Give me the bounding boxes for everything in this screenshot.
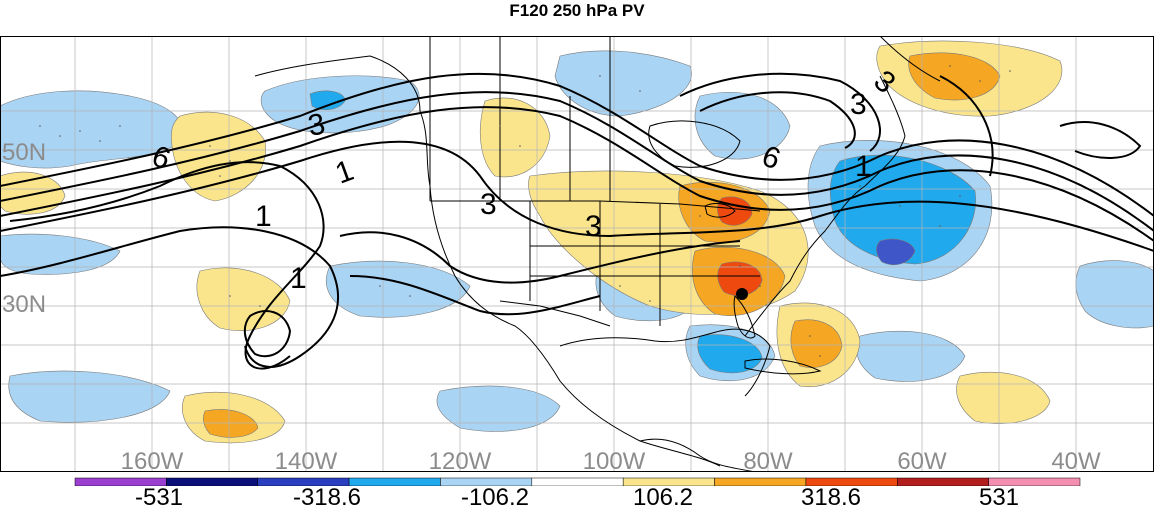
contour-6 (0, 226, 340, 368)
colorbar-cell (714, 477, 807, 486)
yellow-anomaly-west-canada (480, 97, 551, 178)
central-america (639, 438, 756, 472)
contour-7 (339, 231, 741, 284)
colorbar-label: -106.2 (460, 484, 530, 511)
blue-anomaly-atlantic-max (876, 238, 916, 265)
colorbar-cell (897, 477, 989, 486)
orange-anomaly-atlantic-trop (790, 319, 843, 368)
coastlines (254, 36, 941, 472)
contour-9 (679, 72, 881, 152)
lat-labels: 50N 30N (2, 139, 46, 318)
lon-label: 160W (121, 448, 184, 472)
lon-label: 40W (1051, 448, 1101, 472)
us-mexico-border (499, 300, 611, 327)
lon-label: 120W (429, 448, 492, 472)
map-title: F120 250 hPa PV (509, 1, 645, 20)
lon-labels: 160W 140W 120W 100W 80W 60W 40W (121, 448, 1101, 472)
contour-label: 3 (850, 88, 867, 121)
hudson-bay (648, 120, 741, 168)
pv-map: 6 3 1 1 1 3 3 6 3 3 1 50N 30N 160W 140W … (0, 36, 1154, 472)
contour-label: 1 (290, 262, 307, 295)
station-marker (736, 288, 748, 300)
contour-label: 3 (305, 107, 327, 142)
lon-label: 100W (583, 448, 646, 472)
stippling (39, 65, 1011, 357)
contour-label: 3 (585, 210, 602, 243)
coastline-west-us (454, 275, 721, 467)
lon-label: 80W (743, 448, 793, 472)
lat-label: 30N (2, 291, 46, 318)
blue-anomaly-caribbean (856, 330, 966, 382)
yellow-anomaly-pacific (170, 111, 266, 202)
colorbar-cell (531, 477, 624, 486)
shading-layer (0, 40, 1154, 444)
contour-12 (939, 75, 994, 177)
contour-11 (1059, 121, 1142, 159)
contour-8 (349, 275, 601, 316)
contour-5 (9, 161, 325, 370)
contour-10 (699, 91, 856, 149)
contour-label: 1 (855, 150, 872, 183)
colorbar-label: 106.2 (632, 484, 694, 511)
contour-label: 3 (480, 188, 497, 221)
contour-1 (0, 72, 1154, 217)
orange-anomaly-greenland (908, 52, 1001, 101)
cuba (744, 358, 822, 375)
lon-label: 60W (897, 448, 947, 472)
colorbar-label: 318.6 (800, 484, 862, 511)
coastline-gulf (559, 328, 771, 397)
greenland-coast (879, 36, 941, 82)
pv-contours (0, 72, 1154, 370)
great-lakes (704, 203, 736, 218)
colorbar-cell (988, 477, 1081, 486)
contour-4 (0, 140, 1154, 252)
colorbar-label: -318.6 (292, 484, 362, 511)
contour-3 (0, 106, 1154, 242)
colorbar-cell (348, 477, 441, 486)
florida (733, 295, 756, 339)
lon-label: 140W (275, 448, 338, 472)
colorbar-label: 531 (978, 484, 1020, 511)
blue-anomaly-far-east (1075, 260, 1154, 329)
colorbar (74, 477, 1081, 486)
coastline-alaska (254, 55, 456, 277)
yellow-anomaly-far-south (956, 371, 1051, 424)
contour-loop-west (243, 310, 292, 358)
contour-label: 1 (255, 200, 272, 233)
colorbar-label: -531 (134, 484, 184, 511)
coastline-east-us (744, 185, 866, 337)
lat-lon-grid (0, 36, 1154, 472)
blue-anomaly-atlantic-core (829, 154, 976, 265)
contour-2 (0, 91, 1154, 232)
orange-anomaly-south (203, 409, 259, 438)
lat-label: 50N (2, 139, 46, 166)
blue-anomaly-gulf-core (697, 334, 763, 374)
blue-anomaly-tropics (436, 385, 561, 432)
